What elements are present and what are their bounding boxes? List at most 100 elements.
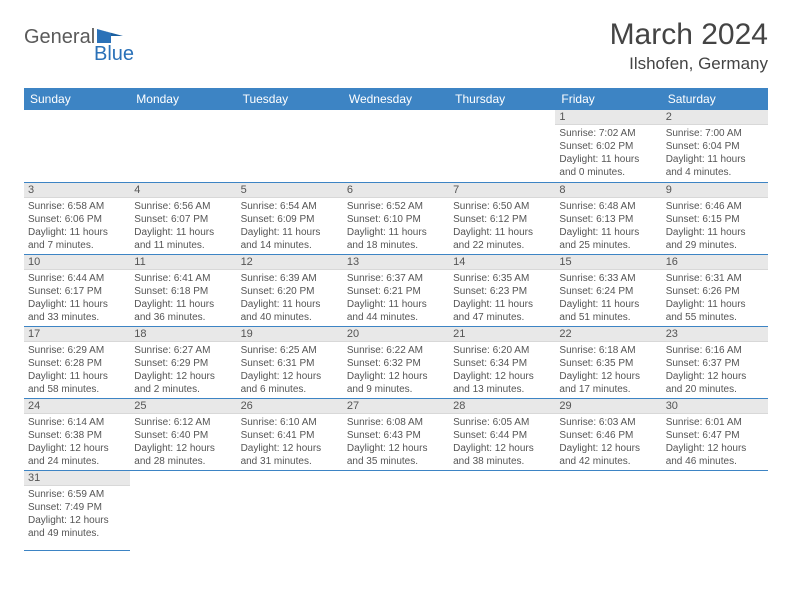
calendar-day-cell: 8Sunrise: 6:48 AMSunset: 6:13 PMDaylight… [555,182,661,254]
calendar-day-cell: 9Sunrise: 6:46 AMSunset: 6:15 PMDaylight… [662,182,768,254]
calendar-day-cell [343,470,449,550]
day-number: 19 [237,327,343,342]
calendar-day-cell [237,110,343,182]
weekday-header: Wednesday [343,88,449,110]
calendar-day-cell [237,470,343,550]
day-number: 15 [555,255,661,270]
day-number: 4 [130,183,236,198]
day-number: 28 [449,399,555,414]
weekday-header: Friday [555,88,661,110]
calendar-week-row: 24Sunrise: 6:14 AMSunset: 6:38 PMDayligh… [24,398,768,470]
calendar-day-cell [449,470,555,550]
day-number: 27 [343,399,449,414]
calendar-day-cell: 7Sunrise: 6:50 AMSunset: 6:12 PMDaylight… [449,182,555,254]
day-details: Sunrise: 6:22 AMSunset: 6:32 PMDaylight:… [343,342,449,398]
day-details: Sunrise: 6:39 AMSunset: 6:20 PMDaylight:… [237,270,343,326]
calendar-day-cell: 4Sunrise: 6:56 AMSunset: 6:07 PMDaylight… [130,182,236,254]
day-details: Sunrise: 6:03 AMSunset: 6:46 PMDaylight:… [555,414,661,470]
day-details: Sunrise: 6:44 AMSunset: 6:17 PMDaylight:… [24,270,130,326]
calendar-day-cell [449,110,555,182]
calendar-day-cell: 30Sunrise: 6:01 AMSunset: 6:47 PMDayligh… [662,398,768,470]
calendar-table: SundayMondayTuesdayWednesdayThursdayFrid… [24,88,768,551]
calendar-day-cell: 3Sunrise: 6:58 AMSunset: 6:06 PMDaylight… [24,182,130,254]
calendar-day-cell [130,110,236,182]
day-details: Sunrise: 6:52 AMSunset: 6:10 PMDaylight:… [343,198,449,254]
day-number: 26 [237,399,343,414]
day-details: Sunrise: 6:05 AMSunset: 6:44 PMDaylight:… [449,414,555,470]
day-details: Sunrise: 6:01 AMSunset: 6:47 PMDaylight:… [662,414,768,470]
day-number: 16 [662,255,768,270]
day-details: Sunrise: 6:08 AMSunset: 6:43 PMDaylight:… [343,414,449,470]
calendar-week-row: 17Sunrise: 6:29 AMSunset: 6:28 PMDayligh… [24,326,768,398]
brand-part1: General [24,26,95,49]
calendar-day-cell [662,470,768,550]
day-number: 20 [343,327,449,342]
day-number: 14 [449,255,555,270]
day-number: 9 [662,183,768,198]
day-details: Sunrise: 7:00 AMSunset: 6:04 PMDaylight:… [662,125,768,181]
day-number: 13 [343,255,449,270]
calendar-day-cell: 12Sunrise: 6:39 AMSunset: 6:20 PMDayligh… [237,254,343,326]
calendar-week-row: 31Sunrise: 6:59 AMSunset: 7:49 PMDayligh… [24,470,768,550]
day-details: Sunrise: 6:10 AMSunset: 6:41 PMDaylight:… [237,414,343,470]
day-number: 25 [130,399,236,414]
day-details: Sunrise: 6:37 AMSunset: 6:21 PMDaylight:… [343,270,449,326]
calendar-week-row: 3Sunrise: 6:58 AMSunset: 6:06 PMDaylight… [24,182,768,254]
calendar-day-cell: 28Sunrise: 6:05 AMSunset: 6:44 PMDayligh… [449,398,555,470]
calendar-day-cell: 13Sunrise: 6:37 AMSunset: 6:21 PMDayligh… [343,254,449,326]
day-details: Sunrise: 6:35 AMSunset: 6:23 PMDaylight:… [449,270,555,326]
weekday-header: Tuesday [237,88,343,110]
day-number: 17 [24,327,130,342]
day-details: Sunrise: 6:48 AMSunset: 6:13 PMDaylight:… [555,198,661,254]
calendar-day-cell: 16Sunrise: 6:31 AMSunset: 6:26 PMDayligh… [662,254,768,326]
weekday-header: Saturday [662,88,768,110]
calendar-day-cell: 10Sunrise: 6:44 AMSunset: 6:17 PMDayligh… [24,254,130,326]
day-number: 22 [555,327,661,342]
brand-part2: Blue [94,43,134,66]
day-number: 12 [237,255,343,270]
day-number: 1 [555,110,661,125]
calendar-day-cell: 27Sunrise: 6:08 AMSunset: 6:43 PMDayligh… [343,398,449,470]
day-number: 5 [237,183,343,198]
day-number: 18 [130,327,236,342]
calendar-day-cell: 15Sunrise: 6:33 AMSunset: 6:24 PMDayligh… [555,254,661,326]
calendar-day-cell: 29Sunrise: 6:03 AMSunset: 6:46 PMDayligh… [555,398,661,470]
day-details: Sunrise: 7:02 AMSunset: 6:02 PMDaylight:… [555,125,661,181]
day-number: 31 [24,471,130,486]
day-number: 7 [449,183,555,198]
day-details: Sunrise: 6:16 AMSunset: 6:37 PMDaylight:… [662,342,768,398]
day-number: 30 [662,399,768,414]
calendar-body: 1Sunrise: 7:02 AMSunset: 6:02 PMDaylight… [24,110,768,550]
location-subtitle: Ilshofen, Germany [610,54,768,74]
calendar-day-cell: 21Sunrise: 6:20 AMSunset: 6:34 PMDayligh… [449,326,555,398]
calendar-day-cell: 6Sunrise: 6:52 AMSunset: 6:10 PMDaylight… [343,182,449,254]
day-details: Sunrise: 6:12 AMSunset: 6:40 PMDaylight:… [130,414,236,470]
day-details: Sunrise: 6:50 AMSunset: 6:12 PMDaylight:… [449,198,555,254]
calendar-week-row: 1Sunrise: 7:02 AMSunset: 6:02 PMDaylight… [24,110,768,182]
calendar-day-cell: 18Sunrise: 6:27 AMSunset: 6:29 PMDayligh… [130,326,236,398]
calendar-day-cell: 22Sunrise: 6:18 AMSunset: 6:35 PMDayligh… [555,326,661,398]
day-details: Sunrise: 6:20 AMSunset: 6:34 PMDaylight:… [449,342,555,398]
day-number: 10 [24,255,130,270]
day-details: Sunrise: 6:54 AMSunset: 6:09 PMDaylight:… [237,198,343,254]
day-number: 3 [24,183,130,198]
day-details: Sunrise: 6:31 AMSunset: 6:26 PMDaylight:… [662,270,768,326]
day-details: Sunrise: 6:58 AMSunset: 6:06 PMDaylight:… [24,198,130,254]
day-details: Sunrise: 6:18 AMSunset: 6:35 PMDaylight:… [555,342,661,398]
day-details: Sunrise: 6:59 AMSunset: 7:49 PMDaylight:… [24,486,130,542]
day-number: 2 [662,110,768,125]
calendar-day-cell: 17Sunrise: 6:29 AMSunset: 6:28 PMDayligh… [24,326,130,398]
calendar-week-row: 10Sunrise: 6:44 AMSunset: 6:17 PMDayligh… [24,254,768,326]
calendar-day-cell: 1Sunrise: 7:02 AMSunset: 6:02 PMDaylight… [555,110,661,182]
calendar-day-cell: 19Sunrise: 6:25 AMSunset: 6:31 PMDayligh… [237,326,343,398]
calendar-day-cell [555,470,661,550]
day-number: 23 [662,327,768,342]
calendar-day-cell [130,470,236,550]
calendar-day-cell: 24Sunrise: 6:14 AMSunset: 6:38 PMDayligh… [24,398,130,470]
day-details: Sunrise: 6:14 AMSunset: 6:38 PMDaylight:… [24,414,130,470]
day-number: 6 [343,183,449,198]
calendar-day-cell: 11Sunrise: 6:41 AMSunset: 6:18 PMDayligh… [130,254,236,326]
day-details: Sunrise: 6:29 AMSunset: 6:28 PMDaylight:… [24,342,130,398]
calendar-day-cell: 31Sunrise: 6:59 AMSunset: 7:49 PMDayligh… [24,470,130,550]
day-details: Sunrise: 6:33 AMSunset: 6:24 PMDaylight:… [555,270,661,326]
